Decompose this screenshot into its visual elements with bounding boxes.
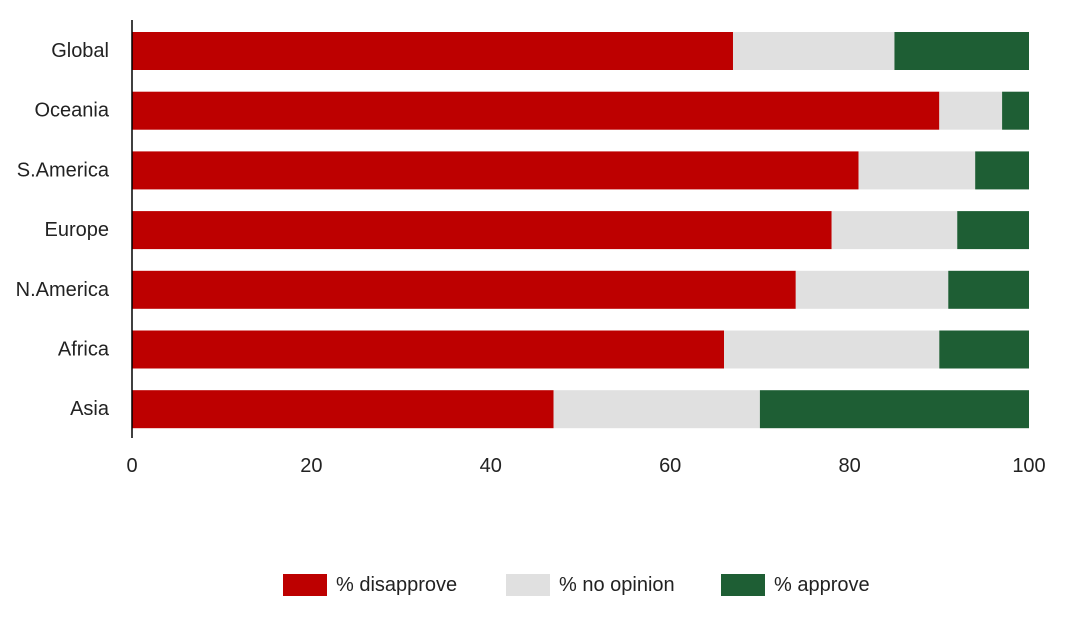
y-tick-label: Oceania [35, 100, 110, 122]
y-tick-label: N.America [16, 279, 110, 301]
bar-segment [939, 91, 1003, 130]
bar-segment [1002, 91, 1029, 130]
bar-segment [132, 330, 725, 369]
bar-segment [553, 390, 760, 429]
bar-segment [132, 211, 832, 250]
y-tick-label: Africa [58, 339, 110, 361]
legend: % disapprove % no opinion % approve [283, 574, 870, 596]
bar-segment [939, 330, 1029, 369]
x-tick-label: 80 [838, 455, 860, 477]
y-tick-label: Europe [45, 219, 110, 241]
bar-segment [132, 270, 796, 309]
bar-segment [132, 32, 733, 70]
bar-segment [132, 91, 940, 130]
bar-segment [759, 390, 1029, 429]
x-tick-label: 60 [659, 455, 681, 477]
legend-label: % disapprove [336, 574, 457, 596]
x-axis-labels: 0 20 40 60 80 100 [126, 455, 1045, 477]
bar-segment [795, 270, 949, 309]
y-tick-label: Global [51, 40, 109, 62]
bar-segment [975, 151, 1029, 190]
legend-swatch [721, 574, 765, 596]
x-tick-label: 40 [480, 455, 502, 477]
y-tick-label: Asia [70, 398, 110, 420]
bar-segment [858, 151, 976, 190]
x-tick-label: 20 [300, 455, 322, 477]
y-tick-label: S.America [17, 159, 110, 181]
legend-label: % approve [774, 574, 870, 596]
y-axis-labels: Global Oceania S.America Europe N.America Afr… [16, 40, 110, 420]
bar-segment [957, 211, 1029, 250]
bar-segment [724, 330, 940, 369]
x-tick-label: 100 [1012, 455, 1045, 477]
legend-swatch [283, 574, 327, 596]
bar-segment [894, 32, 1029, 70]
bar-segment [132, 390, 554, 429]
legend-swatch [506, 574, 550, 596]
x-tick-label: 0 [126, 455, 137, 477]
bar-segment [732, 32, 895, 70]
legend-label: % no opinion [559, 574, 675, 596]
bar-segment [132, 151, 859, 190]
bar-segment [831, 211, 958, 250]
plot-area [132, 32, 1029, 429]
bar-segment [948, 270, 1029, 309]
